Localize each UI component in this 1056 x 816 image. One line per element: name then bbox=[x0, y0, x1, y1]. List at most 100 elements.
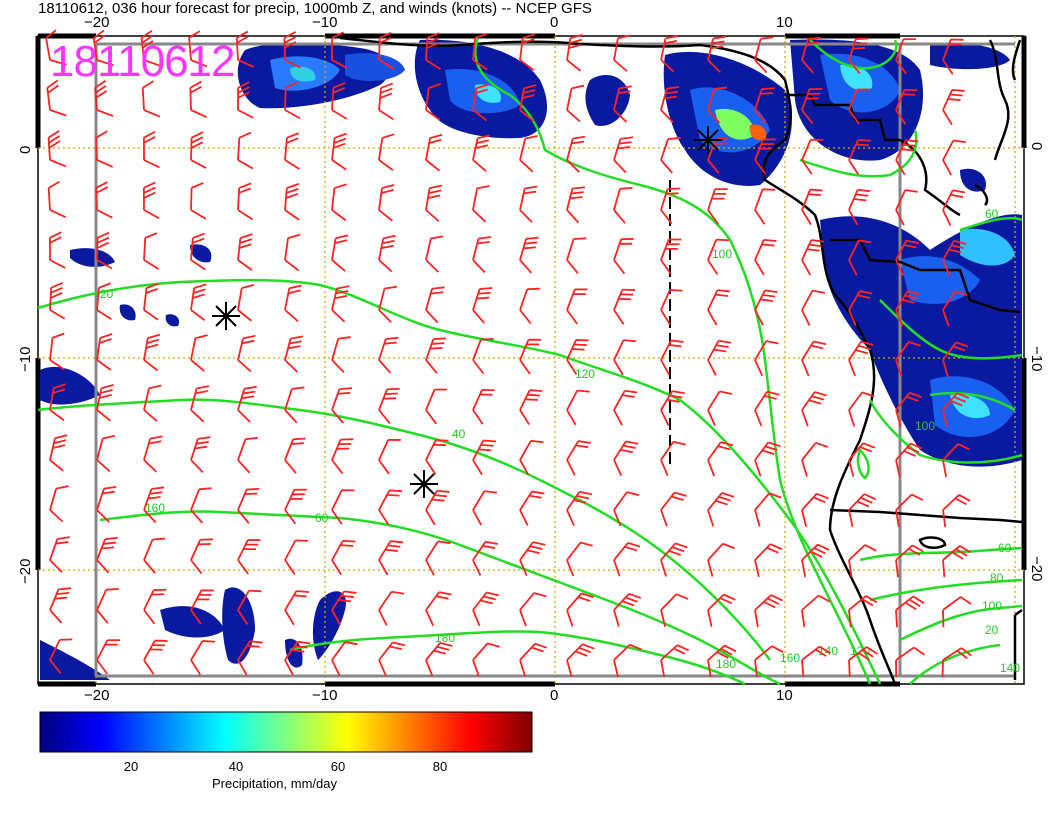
wind-barb bbox=[49, 587, 72, 624]
wind-barb bbox=[284, 539, 309, 575]
wind-barb bbox=[331, 132, 347, 171]
wind-barb bbox=[754, 289, 778, 326]
wind-barb bbox=[237, 640, 263, 676]
wind-barb bbox=[707, 593, 736, 628]
wind-barb bbox=[96, 282, 112, 321]
wind-barb bbox=[331, 31, 348, 69]
x-tick-label: 10 bbox=[776, 687, 793, 704]
wind-barb bbox=[848, 544, 877, 578]
wind-barb bbox=[237, 436, 259, 474]
wind-barb bbox=[472, 540, 499, 576]
star-marker-1 bbox=[212, 302, 240, 330]
wind-barb bbox=[613, 238, 634, 275]
wind-barb bbox=[49, 231, 66, 269]
wind-barb bbox=[566, 490, 593, 527]
wind-barb bbox=[141, 80, 161, 118]
wind-barb bbox=[754, 87, 775, 124]
wind-barb bbox=[801, 594, 831, 628]
border-ticks bbox=[35, 33, 1027, 687]
wind-barb bbox=[942, 89, 965, 126]
wind-barb bbox=[895, 442, 923, 477]
wind-barb bbox=[942, 494, 971, 528]
wind-barb bbox=[425, 591, 452, 627]
wind-barb bbox=[425, 32, 442, 70]
wind-barb bbox=[425, 337, 447, 374]
contour-label: 180 bbox=[716, 657, 736, 671]
x-tick-label: −20 bbox=[84, 14, 109, 31]
wind-barb bbox=[143, 537, 166, 574]
wind-barb bbox=[801, 492, 829, 527]
wind-barbs bbox=[45, 29, 972, 678]
x-tick-label: −10 bbox=[312, 14, 337, 31]
wind-barb bbox=[96, 588, 119, 624]
wind-barb bbox=[895, 341, 921, 377]
wind-barb bbox=[284, 386, 305, 424]
wind-barb bbox=[942, 139, 966, 176]
wind-barb bbox=[519, 135, 538, 173]
wind-barb bbox=[566, 389, 590, 426]
wind-barb bbox=[801, 340, 827, 377]
wind-barb bbox=[331, 590, 357, 626]
wind-barb bbox=[143, 435, 163, 473]
wind-barb bbox=[45, 29, 67, 66]
wind-barb bbox=[284, 590, 310, 626]
wind-barb bbox=[189, 80, 207, 119]
wind-barb bbox=[237, 589, 262, 625]
wind-barb bbox=[895, 189, 918, 226]
wind-barb bbox=[660, 339, 684, 376]
storm-markers bbox=[212, 126, 722, 498]
wind-barb bbox=[941, 647, 972, 678]
wind-barb bbox=[284, 81, 301, 120]
x-tick-label: 10 bbox=[776, 14, 793, 31]
wind-barb bbox=[566, 541, 593, 577]
wind-barb bbox=[660, 238, 682, 275]
wind-barb bbox=[237, 334, 256, 373]
wind-barb bbox=[660, 644, 690, 678]
wind-barb bbox=[143, 282, 159, 321]
wind-barb bbox=[331, 539, 356, 576]
wind-barb bbox=[235, 30, 255, 68]
wind-barb bbox=[425, 439, 449, 475]
contour-label: 160 bbox=[780, 651, 800, 665]
wind-barb bbox=[190, 334, 208, 372]
wind-barb bbox=[660, 440, 686, 477]
wind-barb bbox=[472, 134, 491, 172]
wind-barb bbox=[378, 184, 395, 222]
contour-label: 80 bbox=[990, 571, 1004, 585]
wind-barb bbox=[284, 488, 307, 525]
wind-barb bbox=[754, 188, 776, 225]
wind-barb bbox=[707, 137, 729, 174]
wind-barb bbox=[378, 438, 401, 475]
wind-barb bbox=[283, 31, 301, 69]
wind-barb bbox=[519, 33, 536, 71]
wind-barb bbox=[378, 641, 406, 677]
contour-label: 60 bbox=[985, 207, 999, 221]
wind-barb bbox=[425, 235, 444, 273]
wind-barb bbox=[284, 183, 300, 221]
contour-label: 120 bbox=[575, 367, 595, 381]
wind-barb bbox=[425, 133, 443, 172]
precip-areas bbox=[40, 39, 1022, 680]
wind-barb bbox=[96, 383, 114, 422]
wind-barb bbox=[801, 391, 828, 427]
wind-barb bbox=[848, 646, 878, 678]
wind-barb bbox=[942, 392, 970, 427]
wind-barb bbox=[613, 85, 632, 123]
wind-barb bbox=[801, 138, 824, 175]
wind-barb bbox=[848, 391, 875, 427]
contour-label: 160 bbox=[145, 501, 165, 515]
wind-barb bbox=[472, 591, 500, 627]
wind-barb bbox=[707, 390, 733, 427]
wind-barb bbox=[942, 38, 964, 75]
wind-barb bbox=[143, 486, 165, 524]
wind-barb bbox=[472, 185, 490, 223]
wind-barb bbox=[660, 86, 680, 123]
wind-barb bbox=[96, 536, 118, 574]
wind-barb bbox=[613, 136, 634, 174]
wind-barb bbox=[190, 436, 211, 473]
y-tick-label: 0 bbox=[17, 146, 34, 154]
wind-barb bbox=[472, 642, 500, 677]
wind-barb bbox=[848, 290, 873, 327]
star-marker-3 bbox=[694, 126, 722, 154]
wind-barb bbox=[707, 339, 732, 376]
